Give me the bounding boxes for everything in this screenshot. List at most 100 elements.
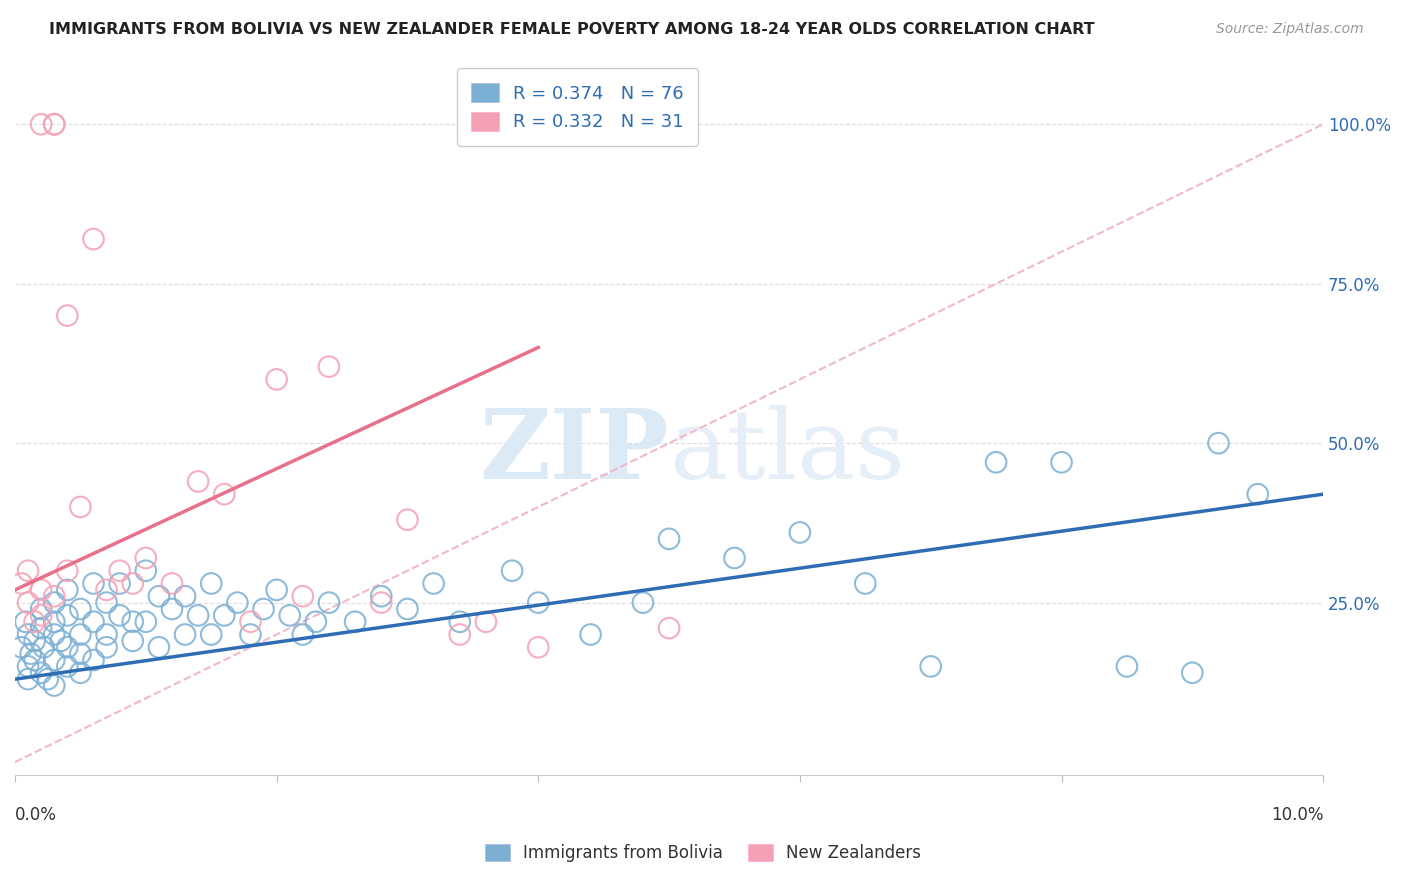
Point [984,455,1007,469]
Point [82,615,104,629]
Point [121,633,143,648]
Point [10,640,32,655]
Point [370,589,392,603]
Point [30,621,52,635]
Point [69,665,91,680]
Point [174,627,197,641]
Point [121,576,143,591]
Point [69,500,91,514]
Point [17,596,39,610]
Point [579,627,602,641]
Point [1116,659,1139,673]
Point [44,627,66,641]
Point [96,582,118,597]
Point [49,633,72,648]
Point [108,608,131,623]
Point [148,640,170,655]
Point [135,615,157,629]
Point [475,615,498,629]
Point [121,615,143,629]
Point [37,672,59,686]
Point [69,647,91,661]
Point [318,596,340,610]
Point [56,564,79,578]
Point [56,309,79,323]
Point [44,117,66,131]
Point [200,576,222,591]
Point [17,659,39,673]
Point [658,621,681,635]
Point [305,615,328,629]
Text: atlas: atlas [669,405,905,500]
Point [17,672,39,686]
Point [174,589,197,603]
Point [239,627,262,641]
Point [291,589,314,603]
Point [69,627,91,641]
Point [17,564,39,578]
Point [135,551,157,566]
Point [631,596,654,610]
Point [527,596,550,610]
Point [370,596,392,610]
Point [148,589,170,603]
Point [10,576,32,591]
Point [20,647,42,661]
Point [658,532,681,546]
Point [1247,487,1270,501]
Point [344,615,367,629]
Point [30,582,52,597]
Point [160,602,183,616]
Point [108,564,131,578]
Point [32,640,55,655]
Point [24,653,46,667]
Point [187,608,209,623]
Point [44,615,66,629]
Point [252,602,274,616]
Point [449,627,471,641]
Point [96,640,118,655]
Point [422,576,444,591]
Point [160,576,183,591]
Point [44,589,66,603]
Point [56,640,79,655]
Point [214,608,236,623]
Point [96,596,118,610]
Point [14,615,37,629]
Point [56,659,79,673]
Point [1181,665,1204,680]
Point [69,602,91,616]
Point [291,627,314,641]
Legend: R = 0.374   N = 76, R = 0.332   N = 31: R = 0.374 N = 76, R = 0.332 N = 31 [457,68,697,146]
Point [30,665,52,680]
Point [853,576,876,591]
Text: 10.0%: 10.0% [1271,806,1323,824]
Point [44,653,66,667]
Point [266,372,288,386]
Point [1050,455,1073,469]
Point [396,602,419,616]
Point [449,615,471,629]
Point [30,117,52,131]
Point [1208,436,1230,450]
Point [723,551,745,566]
Point [30,602,52,616]
Text: ZIP: ZIP [479,405,669,500]
Legend: Immigrants from Bolivia, New Zealanders: Immigrants from Bolivia, New Zealanders [477,836,929,871]
Text: IMMIGRANTS FROM BOLIVIA VS NEW ZEALANDER FEMALE POVERTY AMONG 18-24 YEAR OLDS CO: IMMIGRANTS FROM BOLIVIA VS NEW ZEALANDER… [49,22,1095,37]
Point [56,582,79,597]
Point [920,659,942,673]
Point [501,564,523,578]
Point [82,232,104,246]
Point [200,627,222,641]
Text: Source: ZipAtlas.com: Source: ZipAtlas.com [1216,22,1364,37]
Point [239,615,262,629]
Point [17,627,39,641]
Point [44,117,66,131]
Point [56,608,79,623]
Point [187,475,209,489]
Point [82,653,104,667]
Point [396,513,419,527]
Point [789,525,811,540]
Point [318,359,340,374]
